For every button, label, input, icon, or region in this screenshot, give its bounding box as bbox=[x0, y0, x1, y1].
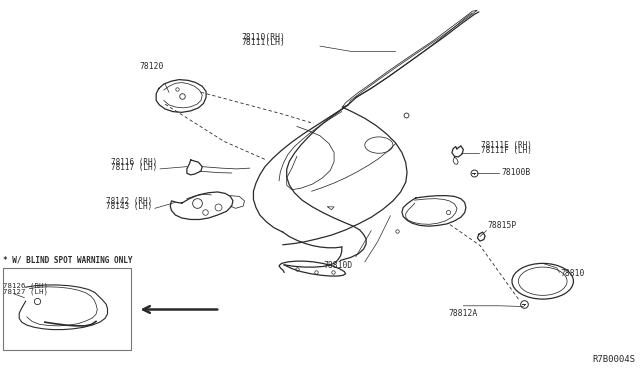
Text: 78126 (RH): 78126 (RH) bbox=[3, 283, 47, 289]
Text: 78110(RH): 78110(RH) bbox=[241, 33, 285, 42]
Text: * W/ BLIND SPOT WARNING ONLY: * W/ BLIND SPOT WARNING ONLY bbox=[3, 255, 132, 264]
Text: 78815P: 78815P bbox=[488, 221, 517, 230]
Text: 78127 (LH): 78127 (LH) bbox=[3, 288, 47, 295]
Text: 78100B: 78100B bbox=[502, 168, 531, 177]
Text: 78142 (RH): 78142 (RH) bbox=[106, 197, 152, 206]
Text: 78143 (LH): 78143 (LH) bbox=[106, 202, 152, 211]
Text: 78116 (RH): 78116 (RH) bbox=[111, 158, 157, 167]
Text: 78117 (LH): 78117 (LH) bbox=[111, 163, 157, 172]
Bar bbox=[3, 268, 131, 350]
Text: R7B0004S: R7B0004S bbox=[592, 355, 635, 364]
Text: 78111(LH): 78111(LH) bbox=[241, 38, 285, 47]
Text: 78111E (RH): 78111E (RH) bbox=[481, 141, 532, 150]
Text: 78812A: 78812A bbox=[448, 309, 477, 318]
Text: 78111F (LH): 78111F (LH) bbox=[481, 147, 532, 155]
Text: 78810D: 78810D bbox=[324, 261, 353, 270]
Text: 78810: 78810 bbox=[561, 269, 585, 278]
Text: 78120: 78120 bbox=[140, 62, 164, 71]
